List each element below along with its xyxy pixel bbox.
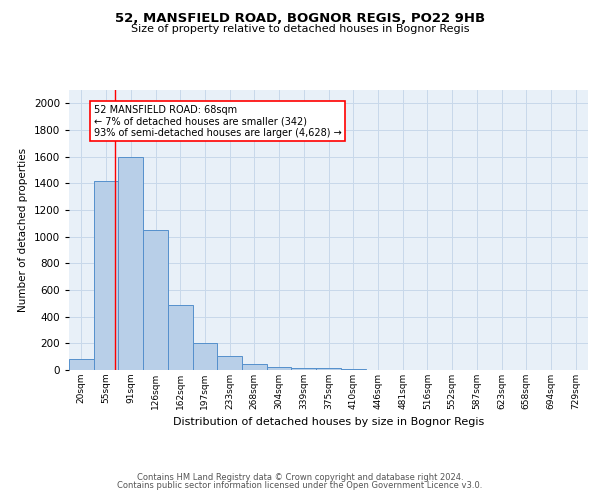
Bar <box>168 304 193 370</box>
X-axis label: Distribution of detached houses by size in Bognor Regis: Distribution of detached houses by size … <box>173 418 484 428</box>
Bar <box>193 342 217 370</box>
Bar <box>94 180 118 370</box>
Text: 52 MANSFIELD ROAD: 68sqm
← 7% of detached houses are smaller (342)
93% of semi-d: 52 MANSFIELD ROAD: 68sqm ← 7% of detache… <box>94 104 341 138</box>
Bar <box>118 156 143 370</box>
Bar <box>217 356 242 370</box>
Bar <box>341 368 365 370</box>
Bar <box>316 368 341 370</box>
Text: 52, MANSFIELD ROAD, BOGNOR REGIS, PO22 9HB: 52, MANSFIELD ROAD, BOGNOR REGIS, PO22 9… <box>115 12 485 26</box>
Text: Size of property relative to detached houses in Bognor Regis: Size of property relative to detached ho… <box>131 24 469 34</box>
Text: Contains HM Land Registry data © Crown copyright and database right 2024.: Contains HM Land Registry data © Crown c… <box>137 472 463 482</box>
Bar <box>143 230 168 370</box>
Bar <box>242 364 267 370</box>
Text: Contains public sector information licensed under the Open Government Licence v3: Contains public sector information licen… <box>118 481 482 490</box>
Bar <box>69 360 94 370</box>
Bar <box>267 366 292 370</box>
Y-axis label: Number of detached properties: Number of detached properties <box>18 148 28 312</box>
Bar <box>292 368 316 370</box>
